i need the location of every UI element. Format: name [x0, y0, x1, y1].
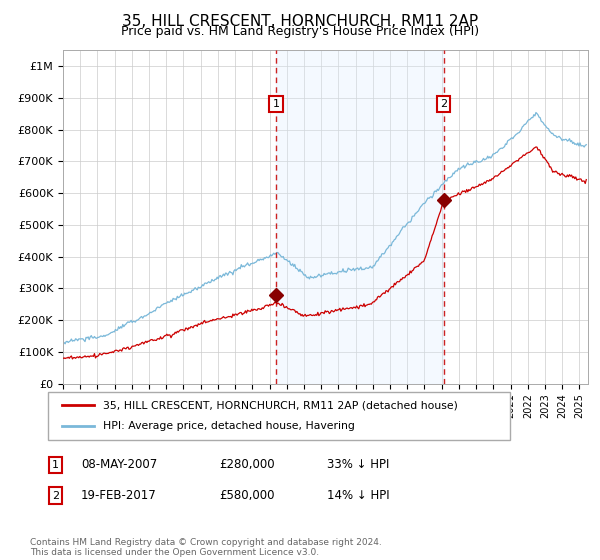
Text: 08-MAY-2007: 08-MAY-2007 [81, 458, 157, 472]
Bar [276, 50, 444, 384]
Text: 35, HILL CRESCENT, HORNCHURCH, RM11 2AP (detached house): 35, HILL CRESCENT, HORNCHURCH, RM11 2AP … [103, 400, 458, 410]
Text: 2: 2 [440, 99, 448, 109]
Text: 2: 2 [52, 491, 59, 501]
Text: 35, HILL CRESCENT, HORNCHURCH, RM11 2AP: 35, HILL CRESCENT, HORNCHURCH, RM11 2AP [122, 14, 478, 29]
Text: £580,000: £580,000 [219, 489, 275, 502]
Text: HPI: Average price, detached house, Havering: HPI: Average price, detached house, Have… [103, 421, 355, 431]
Text: Contains HM Land Registry data © Crown copyright and database right 2024.
This d: Contains HM Land Registry data © Crown c… [30, 538, 382, 557]
Text: 33% ↓ HPI: 33% ↓ HPI [327, 458, 389, 472]
Text: 1: 1 [52, 460, 59, 470]
Text: 14% ↓ HPI: 14% ↓ HPI [327, 489, 389, 502]
Text: 1: 1 [272, 99, 280, 109]
Text: Price paid vs. HM Land Registry's House Price Index (HPI): Price paid vs. HM Land Registry's House … [121, 25, 479, 38]
Text: £280,000: £280,000 [219, 458, 275, 472]
Text: 19-FEB-2017: 19-FEB-2017 [81, 489, 157, 502]
